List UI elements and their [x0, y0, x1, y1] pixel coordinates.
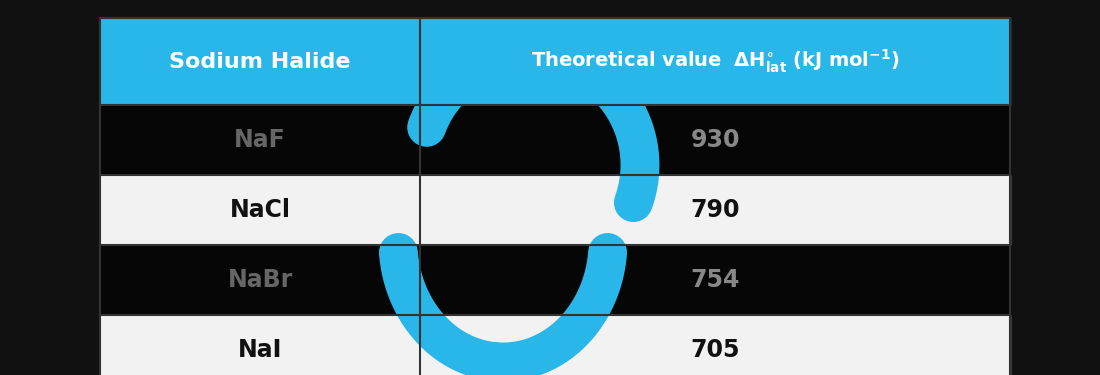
Text: $\mathbf{Theoretical\ value\ \ \Delta H_{lat}^{\circ}\ (kJ\ mol^{-1})}$: $\mathbf{Theoretical\ value\ \ \Delta H_… — [531, 48, 899, 75]
Text: 790: 790 — [691, 198, 739, 222]
Text: NaF: NaF — [234, 128, 286, 152]
Text: 930: 930 — [691, 128, 739, 152]
Text: NaI: NaI — [238, 338, 283, 362]
Text: 754: 754 — [691, 268, 739, 292]
Text: NaBr: NaBr — [228, 268, 293, 292]
Bar — [100, 18, 1010, 375]
Text: 705: 705 — [691, 338, 739, 362]
Text: Sodium Halide: Sodium Halide — [169, 51, 351, 72]
Text: NaCl: NaCl — [230, 198, 290, 222]
